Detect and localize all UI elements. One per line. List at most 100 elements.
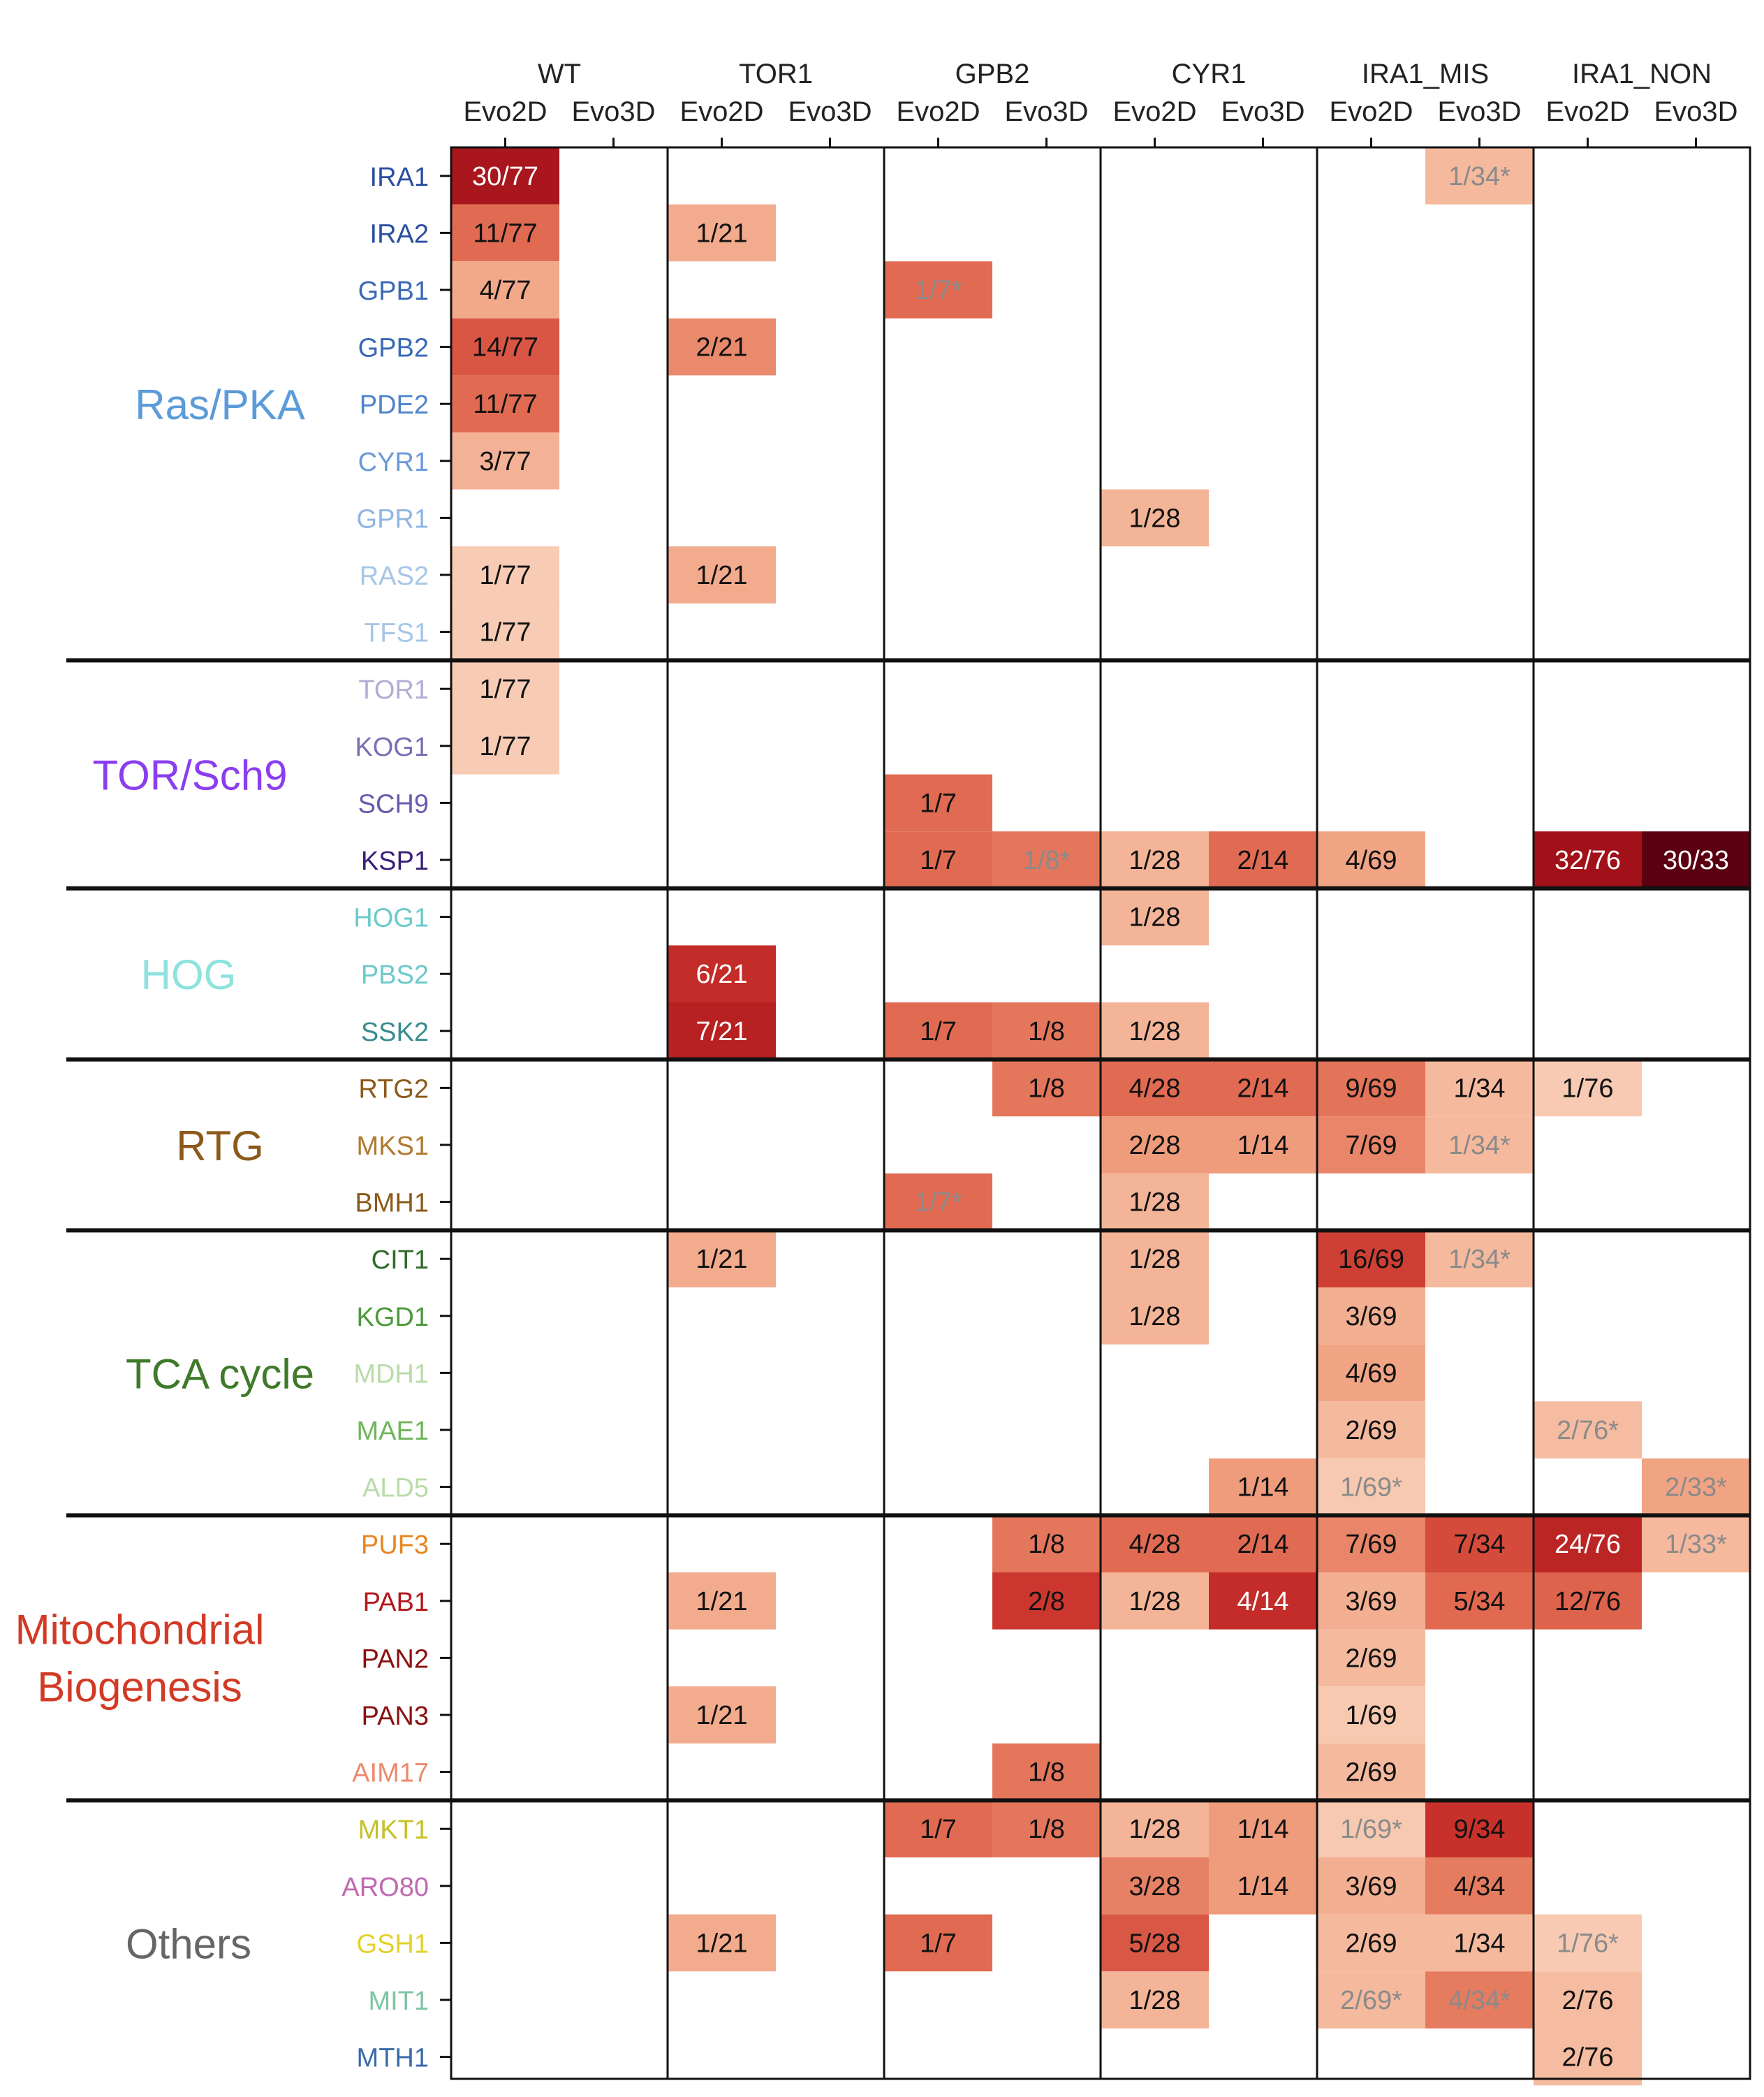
cells-layer — [451, 147, 1750, 2086]
cell-value-label: 1/7 — [920, 1017, 957, 1046]
cell-value-label: 1/14 — [1237, 1473, 1289, 1503]
heatmap-cell — [1209, 1515, 1317, 1572]
column-sub-label: Evo2D — [1545, 96, 1629, 127]
heatmap-cell — [1101, 489, 1209, 547]
heatmap-cell — [1101, 1002, 1209, 1060]
column-sub-label: Evo2D — [463, 96, 547, 127]
heatmap-cell — [668, 1002, 776, 1060]
cell-value-label: 7/21 — [696, 1017, 748, 1046]
row-gene-label: MKT1 — [358, 1815, 429, 1845]
column-group-label: TOR1 — [739, 59, 813, 89]
heatmap-cell — [992, 1059, 1101, 1117]
heatmap-cell — [1317, 1515, 1425, 1572]
heatmap-cell — [1317, 1914, 1425, 1972]
cell-value-label: 9/34 — [1454, 1815, 1506, 1844]
row-gene-label: IRA1 — [370, 163, 429, 192]
heatmap-cell — [1642, 1458, 1750, 1516]
labels-layer: 30/77 1/34* 11/77 1/21 4/77 1/7* 14/77 2/21 11/7… — [15, 59, 1738, 2073]
heatmap-cell — [1534, 1971, 1642, 2029]
heatmap-cell — [668, 1230, 776, 1287]
cell-value-label: 1/21 — [696, 1929, 748, 1958]
cell-value-label: 2/76* — [1557, 1416, 1619, 1445]
cell-value-label: 1/21 — [696, 219, 748, 248]
cell-value-label: 1/77 — [480, 675, 531, 704]
heatmap-cell — [1642, 1515, 1750, 1572]
cell-value-label: 30/33 — [1663, 846, 1729, 875]
heatmap-cell — [451, 147, 559, 205]
row-gene-label: PAN3 — [362, 1702, 429, 1731]
cell-value-label: 1/69 — [1346, 1701, 1397, 1730]
pathway-label: Others — [126, 1920, 251, 1967]
row-gene-label: IRA2 — [370, 219, 429, 249]
row-gene-label: HOG1 — [353, 904, 429, 933]
cell-value-label: 12/76 — [1554, 1587, 1621, 1616]
cell-value-label: 1/28 — [1129, 504, 1181, 533]
heatmap-cell — [884, 1800, 992, 1857]
row-gene-label: MIT1 — [368, 1987, 429, 2016]
cell-value-label: 1/21 — [696, 561, 748, 590]
cell-value-label: 2/76 — [1562, 1986, 1614, 2015]
row-gene-label: KGD1 — [357, 1303, 429, 1332]
pathway-label: TCA cycle — [126, 1350, 314, 1397]
heatmap-cell — [451, 717, 559, 775]
cell-value-label: 1/76 — [1562, 1074, 1614, 1103]
heatmap-cell — [1317, 1230, 1425, 1287]
heatmap-cell — [451, 603, 559, 661]
heatmap-cell — [1425, 1800, 1534, 1857]
cell-value-label: 2/76 — [1562, 2043, 1614, 2073]
cell-value-label: 2/28 — [1129, 1131, 1181, 1160]
row-gene-label: CYR1 — [358, 448, 429, 477]
cell-value-label: 1/34* — [1448, 162, 1511, 191]
heatmap-cell — [451, 261, 559, 319]
heatmap-cell — [1425, 1572, 1534, 1630]
heatmap-cell — [1534, 1515, 1642, 1572]
row-gene-label: RTG2 — [358, 1074, 429, 1104]
heatmap-cell — [1317, 1401, 1425, 1459]
heatmap-cell — [992, 831, 1101, 889]
cell-value-label: 2/14 — [1237, 1074, 1289, 1103]
column-sub-label: Evo2D — [1329, 96, 1413, 127]
cell-value-label: 1/7 — [920, 1815, 957, 1844]
heatmap-cell — [1209, 1116, 1317, 1174]
row-gene-label: PUF3 — [361, 1530, 429, 1560]
row-gene-label: MTH1 — [357, 2044, 429, 2073]
pathway-label: RTG — [176, 1123, 264, 1169]
column-sub-label: Evo2D — [896, 96, 980, 127]
heatmap-cell — [992, 1002, 1101, 1060]
heatmap-cell — [1425, 1515, 1534, 1572]
heatmap-cell — [884, 831, 992, 889]
column-group-label: IRA1_MIS — [1362, 59, 1489, 89]
heatmap-cell — [1101, 1116, 1209, 1174]
heatmap-cell — [1101, 831, 1209, 889]
heatmap-cell — [884, 774, 992, 832]
heatmap-cell — [1425, 1230, 1534, 1287]
heatmap-cell — [1317, 1971, 1425, 2029]
heatmap-cell — [1642, 831, 1750, 889]
heatmap-cell — [1101, 1059, 1209, 1117]
cell-value-label: 1/28 — [1129, 1587, 1181, 1616]
row-gene-label: GSH1 — [357, 1929, 429, 1959]
row-gene-label: PDE2 — [360, 390, 429, 420]
row-gene-label: KOG1 — [355, 733, 429, 762]
row-gene-label: PAN2 — [362, 1644, 429, 1674]
cell-value-label: 1/7 — [920, 789, 957, 818]
heatmap-cell — [884, 1173, 992, 1231]
heatmap-cell — [1317, 1572, 1425, 1630]
cell-value-label: 1/77 — [480, 561, 531, 590]
heatmap-cell — [884, 261, 992, 319]
column-group-label: IRA1_NON — [1572, 59, 1712, 89]
heatmap-cell — [1534, 1572, 1642, 1630]
heatmap-cell — [992, 1743, 1101, 1801]
cell-value-label: 2/69 — [1346, 1416, 1397, 1445]
heatmap-cell — [1101, 1287, 1209, 1345]
heatmap-cell — [451, 318, 559, 376]
column-group-label: WT — [538, 59, 581, 89]
cell-value-label: 1/8* — [1023, 846, 1071, 875]
row-gene-label: PBS2 — [361, 960, 429, 990]
cell-value-label: 1/8 — [1028, 1017, 1065, 1046]
heatmap-cell — [1425, 147, 1534, 205]
cell-value-label: 1/7 — [920, 846, 957, 875]
row-gene-label: MDH1 — [353, 1359, 429, 1389]
cell-value-label: 2/8 — [1028, 1587, 1065, 1616]
